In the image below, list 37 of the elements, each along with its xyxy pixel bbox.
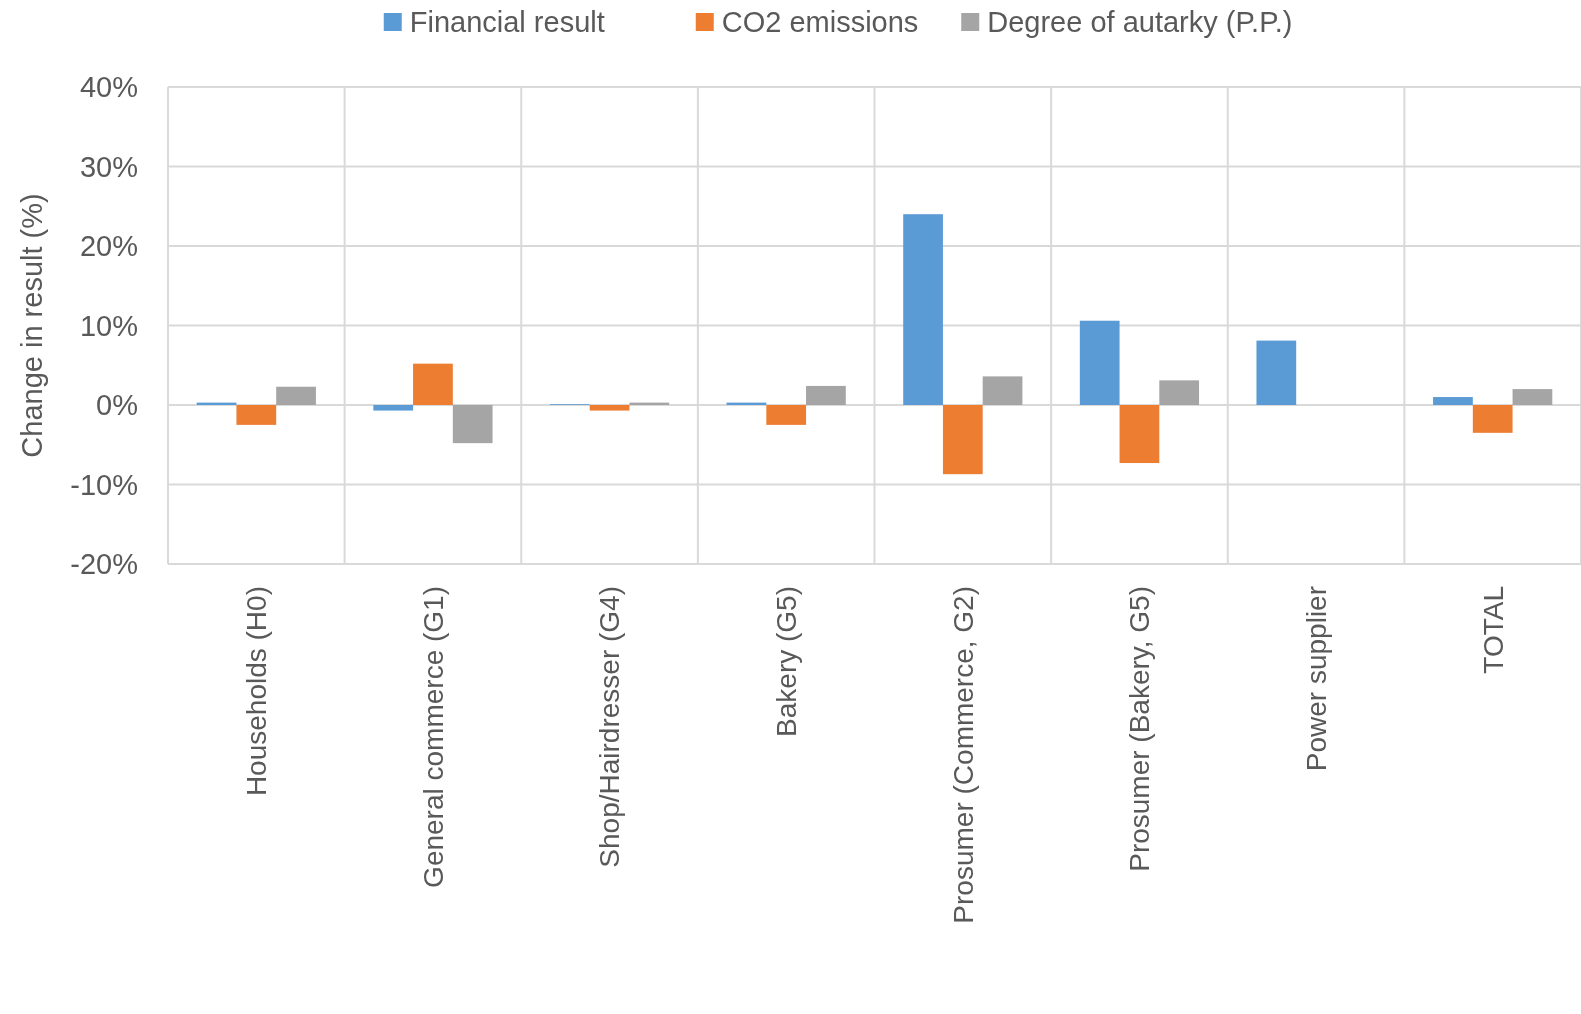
- y-axis-title: Change in result (%): [16, 193, 49, 458]
- bar: [903, 214, 943, 405]
- bar: [1159, 380, 1200, 405]
- bar: [1433, 397, 1473, 405]
- x-tick-label: Households (H0): [241, 586, 273, 797]
- bar: [1472, 405, 1513, 433]
- bar: [1079, 320, 1120, 405]
- bar: [373, 405, 414, 411]
- bar: [982, 376, 1023, 405]
- x-tick-label: General commerce (G1): [417, 586, 449, 888]
- x-tick-label: Bakery (G5): [770, 586, 802, 737]
- bar: [766, 405, 807, 425]
- x-tick-label: Shop/Hairdresser (G4): [594, 586, 626, 868]
- x-tick-label: Prosumer (Commerce, G2): [947, 586, 979, 924]
- legend-label: Degree of autarky (P.P.): [987, 6, 1293, 39]
- y-tick-label: -20%: [70, 548, 138, 581]
- x-tick-label: Power supplier: [1300, 586, 1332, 772]
- y-tick-label: 20%: [79, 230, 138, 263]
- y-tick-label: -10%: [70, 468, 138, 501]
- bar: [942, 405, 983, 475]
- bar: [806, 385, 846, 405]
- x-tick-label: TOTAL: [1477, 586, 1509, 674]
- bar: [276, 386, 316, 405]
- bar: [236, 405, 277, 425]
- y-tick-label: 40%: [79, 71, 138, 104]
- x-tick-label: Prosumer (Bakery, G5): [1124, 586, 1156, 872]
- bar: [1512, 389, 1553, 405]
- bar: [1256, 340, 1297, 405]
- bar: [452, 405, 493, 444]
- legend-label: Financial result: [409, 6, 605, 39]
- y-tick-label: 30%: [79, 150, 138, 183]
- y-tick-label: 0%: [96, 389, 138, 422]
- bar: [1119, 405, 1160, 464]
- bar: [413, 363, 453, 405]
- bar: [589, 405, 630, 411]
- legend-label: CO2 emissions: [721, 6, 919, 39]
- y-tick-label: 10%: [79, 309, 138, 342]
